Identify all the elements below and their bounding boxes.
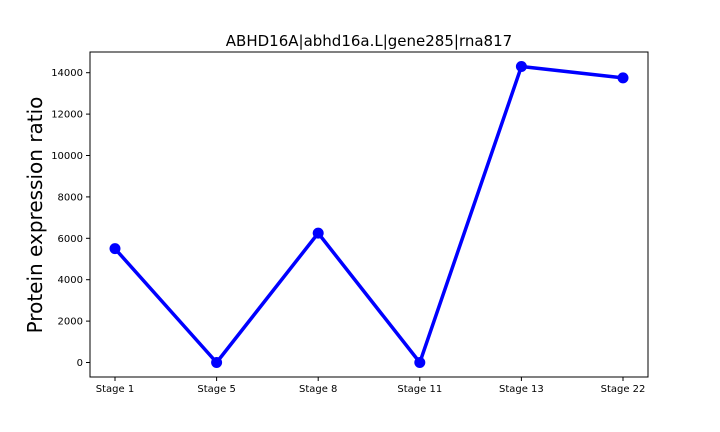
x-tick-label: Stage 1: [96, 384, 134, 395]
data-point: [211, 357, 223, 369]
chart-title: ABHD16A|abhd16a.L|gene285|rna817: [226, 32, 512, 50]
series-group: [109, 60, 629, 369]
y-axis-label: Protein expression ratio: [23, 97, 47, 334]
y-tick-label: 14000: [51, 68, 83, 79]
y-tick-label: 2000: [58, 317, 83, 328]
x-axis-ticks: Stage 1 Stage 5 Stage 8 Stage 11 Stage 13 Sta…: [96, 377, 646, 395]
series-line: [113, 64, 624, 365]
data-point: [312, 227, 324, 239]
x-tick-label: Stage 11: [397, 384, 442, 395]
x-tick-label: Stage 5: [197, 384, 235, 395]
data-point: [109, 243, 121, 255]
x-tick-label: Stage 8: [299, 384, 337, 395]
y-tick-label: 0: [77, 358, 83, 369]
y-tick-label: 6000: [58, 234, 83, 245]
plot-area: [89, 51, 649, 378]
y-tick-label: 10000: [51, 151, 83, 162]
y-tick-label: 12000: [51, 110, 83, 121]
data-point: [414, 357, 426, 369]
data-point: [617, 72, 629, 84]
x-tick-label: Stage 13: [499, 384, 544, 395]
y-axis-ticks: 0 2000 4000 6000 8000 10000 12000 14000: [51, 68, 90, 369]
y-tick-label: 8000: [58, 192, 83, 203]
y-tick-label: 4000: [58, 275, 83, 286]
x-tick-label: Stage 22: [601, 384, 646, 395]
data-point: [515, 60, 527, 72]
